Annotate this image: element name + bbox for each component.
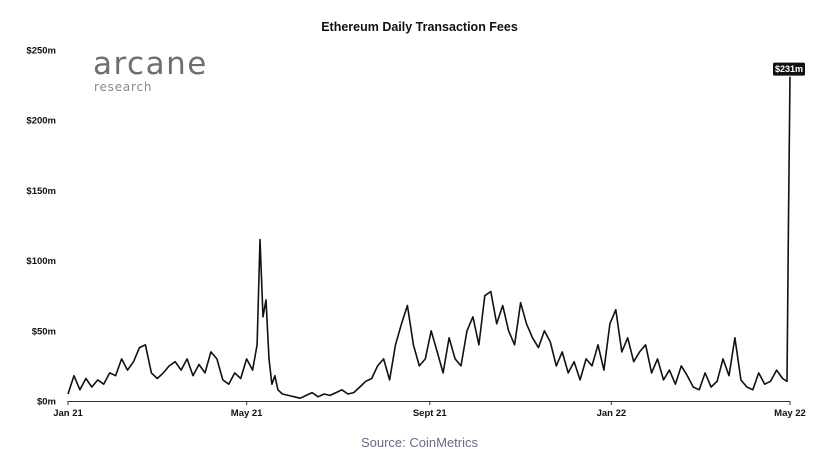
y-tick-label: $100m xyxy=(26,256,56,267)
arcane-research-logo: arcane research xyxy=(93,48,208,94)
chart-title: Ethereum Daily Transaction Fees xyxy=(321,20,518,34)
annotation-layer: $231m xyxy=(773,62,805,76)
x-tick-label: Jan 21 xyxy=(53,408,83,419)
y-tick-label: $200m xyxy=(26,116,56,127)
y-tick-label: $250m xyxy=(26,46,56,57)
x-axis: Jan 21 May 21 Sept 21 Jan 22 May 22 xyxy=(53,401,806,419)
x-tick-label: May 21 xyxy=(231,408,263,419)
y-tick-label: $50m xyxy=(32,326,56,337)
logo-subtitle: research xyxy=(94,80,153,94)
y-tick-label: $0m xyxy=(37,397,56,408)
last-value-badge xyxy=(773,62,805,76)
x-tick-label: Sept 21 xyxy=(413,408,448,419)
series-line xyxy=(67,76,791,399)
logo-wordmark: arcane xyxy=(93,46,208,82)
series-layer xyxy=(67,76,791,399)
y-axis: $0m $50m $100m $150m $200m $250m xyxy=(26,46,56,408)
last-value-label: $231m xyxy=(775,64,803,74)
x-tick-label: May 22 xyxy=(774,408,806,419)
y-tick-label: $150m xyxy=(26,186,56,197)
source-caption: Source: CoinMetrics xyxy=(360,435,479,450)
x-tick-label: Jan 22 xyxy=(597,408,627,419)
